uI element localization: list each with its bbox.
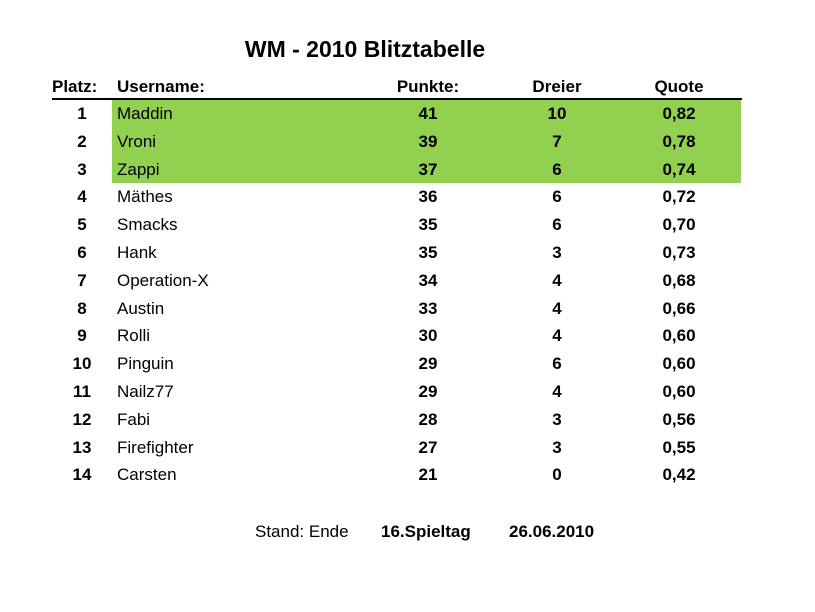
username-cell: Smacks — [117, 215, 178, 235]
quote-cell: 0,60 — [662, 381, 696, 401]
platz-cell: 5 — [77, 215, 87, 235]
row-highlight — [112, 127, 741, 156]
quote-cell: 0,82 — [662, 104, 696, 123]
quote-cell: 0,68 — [662, 270, 696, 290]
punkte-cell: 35 — [418, 215, 438, 235]
username-cell: Mäthes — [117, 187, 173, 207]
table-row: 14 Carsten 21 0 0,42 — [52, 461, 742, 489]
header-username: Username: — [117, 77, 205, 96]
dreier-cell: 10 — [547, 104, 567, 123]
dreier-cell: 4 — [552, 326, 562, 346]
punkte-cell: 30 — [418, 326, 438, 346]
platz-cell: 8 — [77, 298, 87, 318]
username-cell: Operation-X — [117, 270, 209, 290]
dreier-cell: 6 — [552, 215, 562, 235]
punkte-cell: 33 — [418, 298, 438, 318]
punkte-cell: 34 — [418, 270, 438, 290]
quote-cell: 0,56 — [662, 409, 696, 429]
table-row: 3 Zappi 37 6 0,74 — [52, 155, 742, 184]
table-row: 6 Hank 35 3 0,73 — [52, 239, 742, 267]
platz-cell: 9 — [77, 326, 87, 346]
table-row: 5 Smacks 35 6 0,70 — [52, 211, 742, 239]
punkte-cell: 41 — [418, 104, 438, 123]
username-cell: Rolli — [117, 326, 151, 346]
ranking-table-body: 1 Maddin 41 10 0,82 2 Vroni 39 7 0,78 3 Zappi 37 6 0,7… — [52, 100, 742, 489]
table-row: 9 Rolli 30 4 0,60 — [52, 322, 742, 350]
username-cell: Vroni — [117, 131, 157, 151]
dreier-cell: 6 — [552, 354, 562, 374]
quote-cell: 0,42 — [662, 465, 696, 485]
table-row: 4 Mäthes 36 6 0,72 — [52, 183, 742, 211]
dreier-cell: 3 — [552, 409, 562, 429]
header-dreier: Dreier — [532, 77, 582, 96]
quote-cell: 0,55 — [662, 437, 696, 457]
table-row: 11 Nailz77 29 4 0,60 — [52, 378, 742, 406]
table-row: 13 Firefighter 27 3 0,55 — [52, 434, 742, 462]
footer-stand: Stand: Ende — [255, 522, 349, 541]
row-highlight — [112, 155, 741, 184]
quote-cell: 0,70 — [662, 215, 696, 235]
punkte-cell: 36 — [418, 187, 438, 207]
footer-status: Stand: Ende 16.Spieltag 26.06.2010 — [0, 520, 815, 544]
table-row: 10 Pinguin 29 6 0,60 — [52, 350, 742, 378]
dreier-cell: 6 — [552, 159, 562, 179]
dreier-cell: 7 — [552, 131, 562, 151]
header-quote: Quote — [654, 77, 704, 96]
punkte-cell: 27 — [418, 437, 438, 457]
platz-cell: 6 — [77, 242, 87, 262]
table-row: 2 Vroni 39 7 0,78 — [52, 127, 742, 156]
quote-cell: 0,60 — [662, 354, 696, 374]
dreier-cell: 4 — [552, 270, 562, 290]
dreier-cell: 3 — [552, 242, 562, 262]
platz-cell: 4 — [77, 187, 87, 207]
platz-cell: 2 — [77, 131, 87, 151]
username-cell: Nailz77 — [117, 381, 174, 401]
table-row: 7 Operation-X 34 4 0,68 — [52, 267, 742, 295]
quote-cell: 0,66 — [662, 298, 696, 318]
dreier-cell: 3 — [552, 437, 562, 457]
dreier-cell: 0 — [552, 465, 562, 485]
punkte-cell: 37 — [418, 159, 438, 179]
username-cell: Maddin — [117, 104, 173, 123]
username-cell: Fabi — [117, 409, 151, 429]
username-cell: Zappi — [117, 159, 160, 179]
row-highlight — [112, 100, 741, 128]
username-cell: Hank — [117, 242, 157, 262]
punkte-cell: 35 — [418, 242, 438, 262]
quote-cell: 0,72 — [662, 187, 696, 207]
username-cell: Pinguin — [117, 354, 174, 374]
punkte-cell: 39 — [418, 131, 438, 151]
username-cell: Austin — [117, 298, 165, 318]
dreier-cell: 6 — [552, 187, 562, 207]
quote-cell: 0,78 — [662, 131, 696, 151]
platz-cell: 3 — [77, 159, 87, 179]
dreier-cell: 4 — [552, 381, 562, 401]
punkte-cell: 21 — [418, 465, 438, 485]
quote-cell: 0,73 — [662, 242, 696, 262]
punkte-cell: 29 — [418, 354, 438, 374]
punkte-cell: 29 — [418, 381, 438, 401]
table-header: Platz: Username: Punkte: Dreier Quote — [52, 76, 742, 100]
platz-cell: 7 — [77, 270, 87, 290]
platz-cell: 11 — [73, 381, 91, 401]
platz-cell: 10 — [72, 354, 92, 374]
footer-spieltag: 16.Spieltag — [381, 522, 471, 541]
quote-cell: 0,74 — [662, 159, 696, 179]
page-title: WM - 2010 Blitztabelle — [244, 36, 486, 62]
platz-cell: 14 — [72, 465, 92, 485]
platz-cell: 1 — [77, 104, 87, 123]
quote-cell: 0,60 — [662, 326, 696, 346]
punkte-cell: 28 — [418, 409, 438, 429]
table-row: 1 Maddin 41 10 0,82 — [52, 100, 742, 128]
table-row: 8 Austin 33 4 0,66 — [52, 295, 742, 323]
table-row: 12 Fabi 28 3 0,56 — [52, 406, 742, 434]
platz-cell: 13 — [72, 437, 92, 457]
username-cell: Carsten — [117, 465, 177, 485]
header-punkte: Punkte: — [396, 77, 460, 96]
header-platz: Platz: — [52, 77, 98, 96]
dreier-cell: 4 — [552, 298, 562, 318]
footer-datum: 26.06.2010 — [509, 522, 595, 541]
username-cell: Firefighter — [117, 437, 194, 457]
platz-cell: 12 — [72, 409, 92, 429]
